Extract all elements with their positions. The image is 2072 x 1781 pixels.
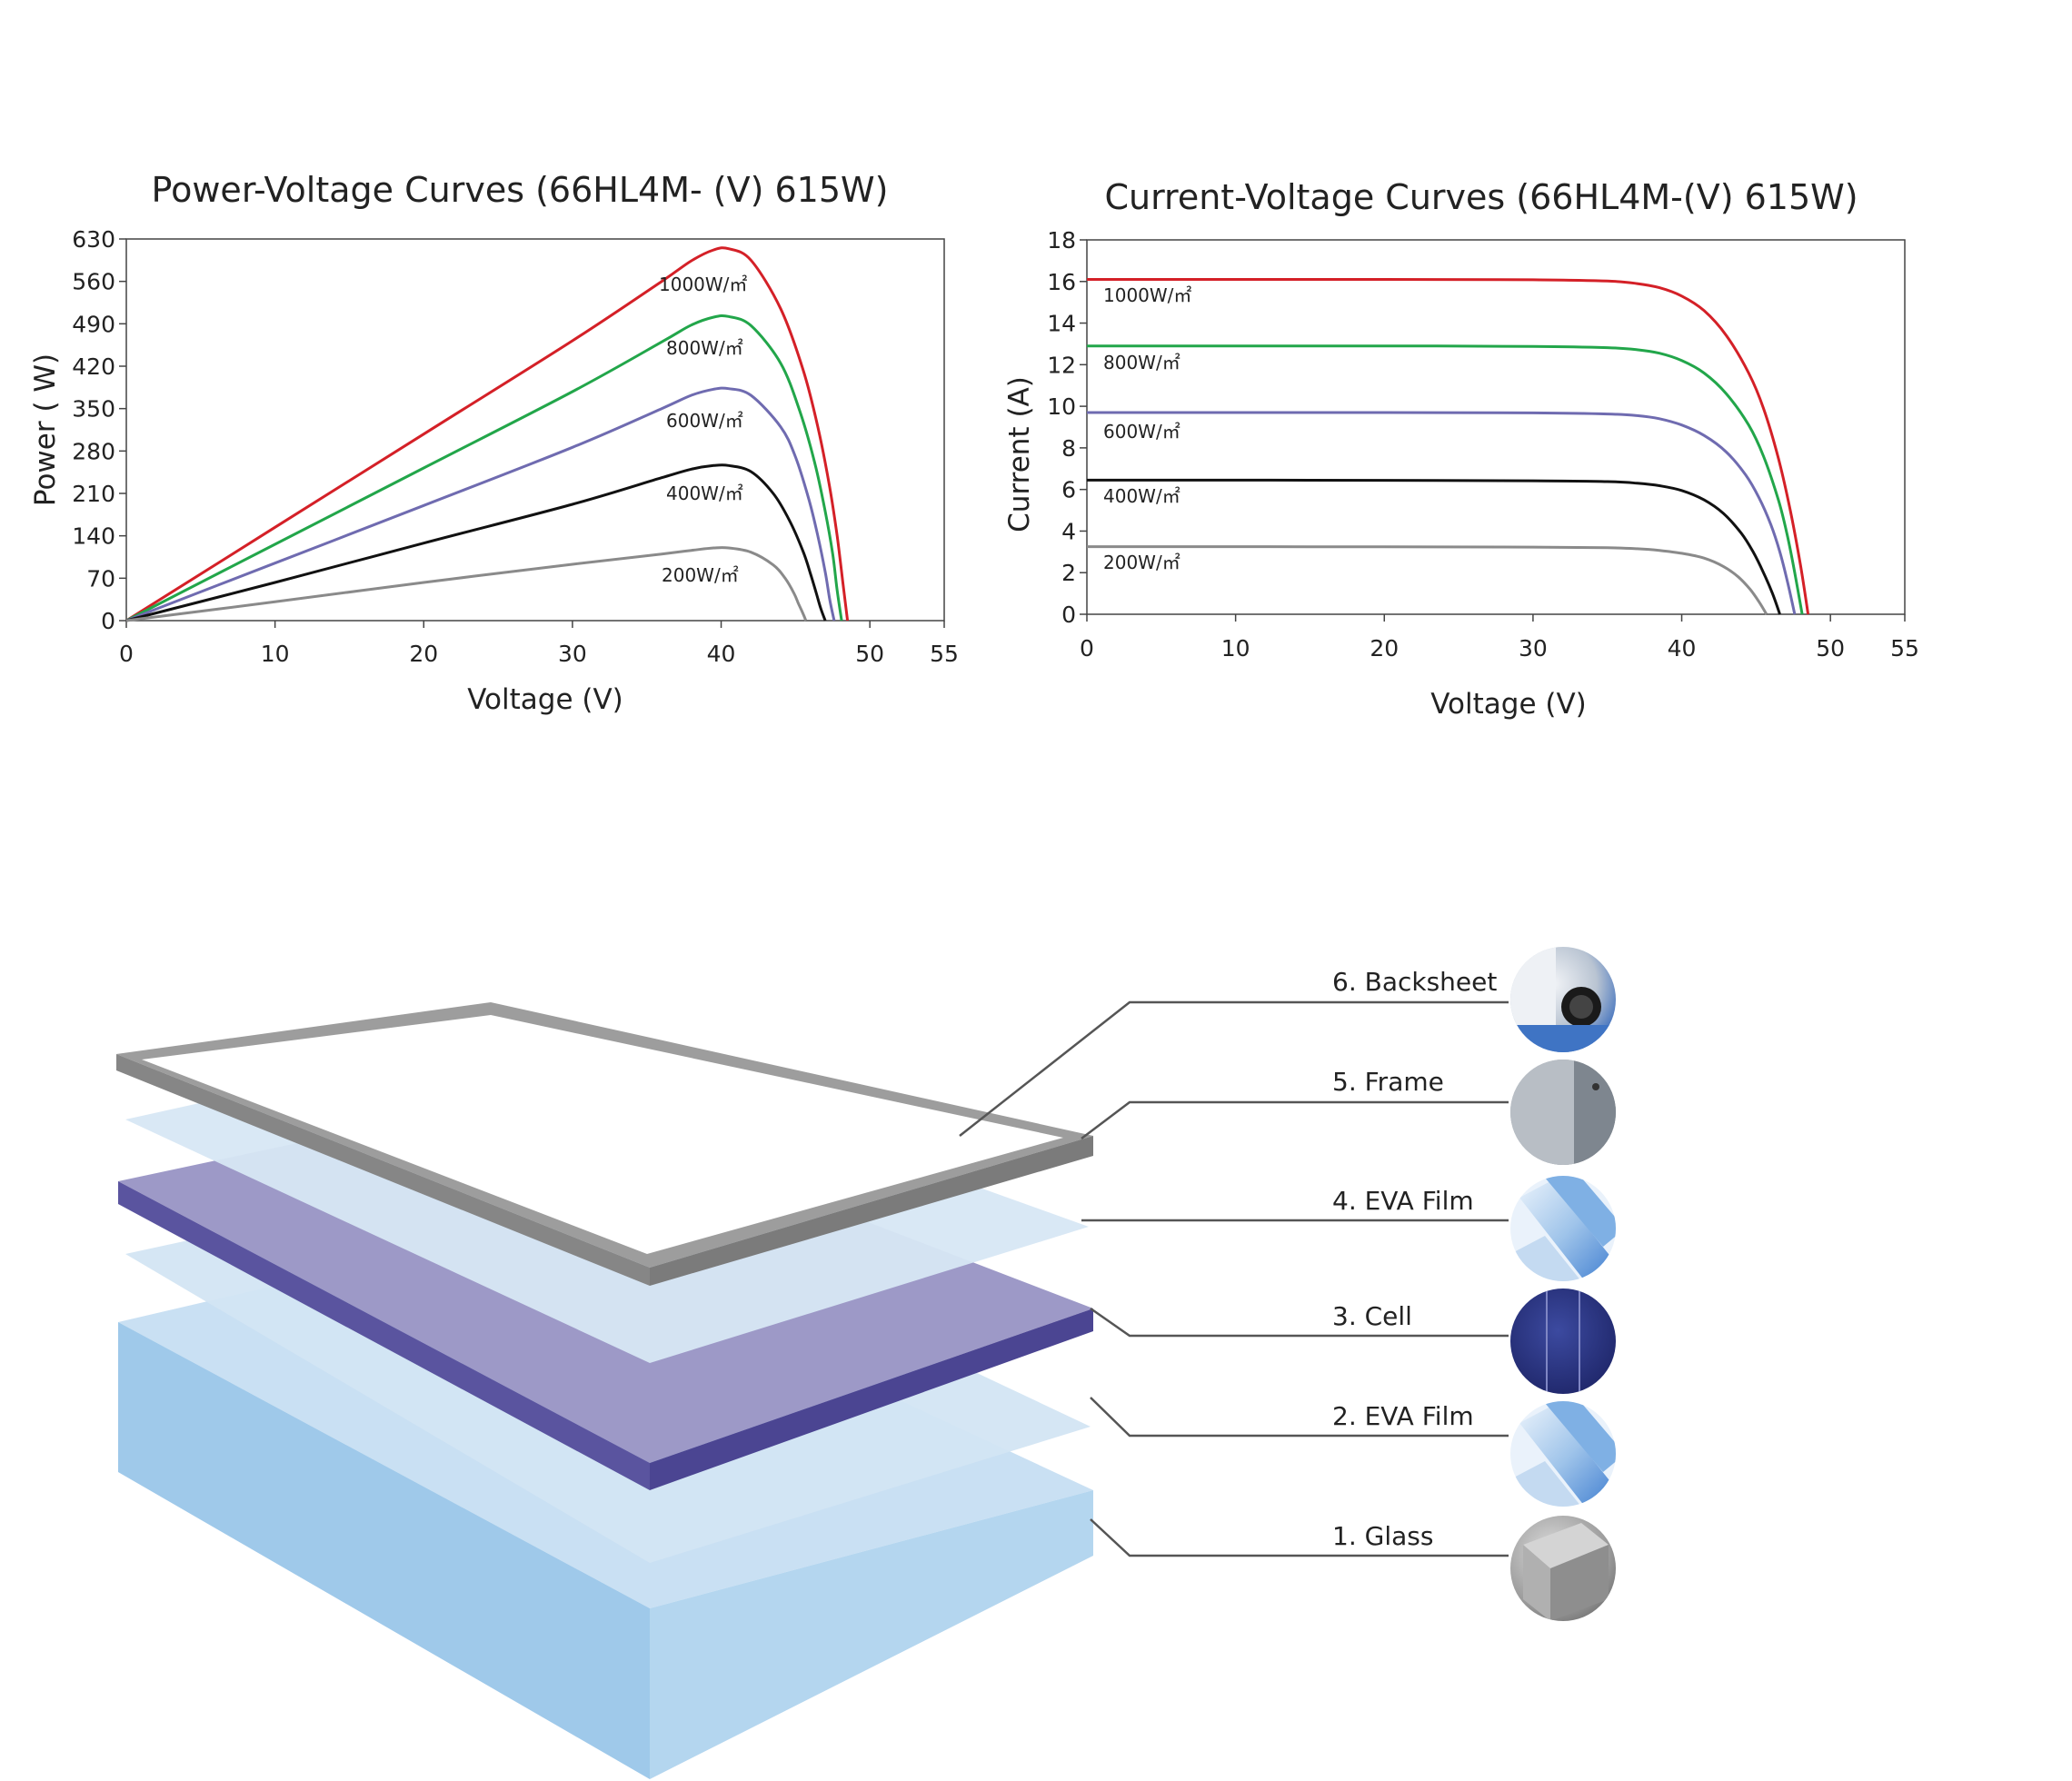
iv-curve-labels: 1000W/㎡ 800W/㎡ 600W/㎡ 400W/㎡ 200W/㎡ [1103, 284, 1191, 573]
iv-series-label: 400W/㎡ [1103, 485, 1180, 507]
pv-series-line [125, 463, 827, 622]
iv-series-label: 600W/㎡ [1103, 421, 1180, 443]
iv-x-tick-label: 20 [1370, 635, 1399, 662]
pv-series-line [125, 313, 843, 622]
iv-x-tick-label: 0 [1080, 635, 1094, 662]
glass-icon [1510, 1516, 1616, 1621]
pv-x-tick-label: 55 [930, 641, 959, 667]
pv-x-tick-label: 50 [855, 641, 884, 667]
pv-plot-frame [125, 238, 945, 622]
pv-y-tick-label: 630 [72, 226, 115, 253]
backsheet-icon [1510, 947, 1616, 1052]
pv-x-axis-label: Voltage (V) [467, 683, 623, 716]
exploded-panel-diagram [116, 1000, 1509, 1779]
pv-y-tick-label: 140 [72, 523, 115, 550]
layer-labels: 6. Backsheet 5. Frame 4. EVA Film 3. Cel… [1332, 967, 1497, 1551]
layer-label-eva-film-upper: 4. EVA Film [1332, 1186, 1474, 1216]
pv-x-tick-label: 0 [119, 641, 134, 667]
pv-curves [125, 246, 850, 622]
iv-plot-frame [1086, 239, 1906, 615]
iv-series-label: 800W/㎡ [1103, 352, 1180, 373]
iv-series-line [1086, 344, 1804, 615]
pv-curve-labels: 1000W/㎡ 800W/㎡ 600W/㎡ 400W/㎡ 200W/㎡ [659, 274, 747, 586]
pv-x-ticks: 0 10 20 30 40 50 55 [119, 621, 959, 667]
pv-series-label: 200W/㎡ [662, 564, 739, 586]
pv-series-label: 400W/㎡ [666, 483, 743, 504]
pv-series-line [125, 246, 850, 622]
iv-x-tick-label: 40 [1668, 635, 1697, 662]
iv-series-line [1086, 545, 1768, 615]
pv-y-tick-label: 280 [72, 438, 115, 464]
iv-x-ticks: 0 10 20 30 40 50 55 [1080, 614, 1919, 662]
iv-y-tick-label: 14 [1047, 311, 1076, 337]
pv-y-tick-label: 70 [86, 565, 115, 592]
layer-label-frame: 5. Frame [1332, 1067, 1444, 1097]
pv-series-label: 600W/㎡ [666, 410, 743, 432]
pv-x-tick-label: 30 [558, 641, 587, 667]
cell-icon [1510, 1288, 1616, 1394]
pv-x-tick-label: 20 [409, 641, 438, 667]
pv-y-tick-label: 560 [72, 269, 115, 295]
layer-label-eva-film-lower: 2. EVA Film [1332, 1401, 1474, 1431]
iv-y-tick-label: 8 [1061, 435, 1076, 462]
iv-series-label: 1000W/㎡ [1103, 284, 1191, 306]
iv-x-tick-label: 10 [1221, 635, 1250, 662]
pv-series-label: 1000W/㎡ [659, 274, 747, 295]
pv-series-line [125, 386, 836, 622]
power-voltage-chart: Power-Voltage Curves (66HL4M- (V) 615W) … [29, 170, 959, 716]
iv-y-tick-label: 6 [1061, 477, 1076, 503]
iv-series-line [1086, 478, 1781, 615]
pv-y-tick-label: 490 [72, 311, 115, 337]
layer-label-backsheet: 6. Backsheet [1332, 967, 1497, 997]
pv-y-tick-label: 420 [72, 353, 115, 380]
iv-x-tick-label: 30 [1519, 635, 1548, 662]
frame-layer [116, 1002, 1093, 1286]
iv-y-tick-label: 12 [1047, 352, 1076, 378]
iv-y-tick-label: 18 [1047, 227, 1076, 254]
iv-y-tick-label: 16 [1047, 269, 1076, 295]
iv-x-tick-label: 50 [1816, 635, 1845, 662]
iv-y-tick-label: 2 [1061, 560, 1076, 586]
eva-film-icon [1510, 1401, 1616, 1507]
frame-icon [1510, 1060, 1616, 1165]
pv-y-axis-label: Power ( W) [29, 353, 62, 506]
iv-series-line [1086, 277, 1810, 615]
pv-chart-title: Power-Voltage Curves (66HL4M- (V) 615W) [152, 170, 889, 210]
layer-label-glass: 1. Glass [1332, 1521, 1433, 1551]
pv-series-line [125, 546, 808, 622]
pv-y-tick-label: 350 [72, 396, 115, 423]
iv-curves [1086, 277, 1810, 615]
iv-y-tick-label: 4 [1061, 518, 1076, 544]
iv-series-label: 200W/㎡ [1103, 552, 1180, 573]
pv-x-tick-label: 10 [261, 641, 290, 667]
pv-y-tick-label: 210 [72, 481, 115, 507]
current-voltage-chart: Current-Voltage Curves (66HL4M-(V) 615W)… [1003, 177, 1919, 721]
pv-series-label: 800W/㎡ [666, 337, 743, 359]
iv-x-axis-label: Voltage (V) [1430, 688, 1587, 721]
iv-y-axis-label: Current (A) [1003, 376, 1036, 532]
iv-chart-title: Current-Voltage Curves (66HL4M-(V) 615W) [1104, 177, 1858, 217]
iv-series-line [1086, 411, 1797, 615]
iv-y-tick-label: 0 [1061, 602, 1076, 628]
pv-y-ticks: 0 70 140 210 280 350 420 490 560 630 [72, 226, 126, 634]
iv-y-tick-label: 10 [1047, 393, 1076, 420]
pv-x-tick-label: 40 [707, 641, 736, 667]
pv-y-tick-label: 0 [101, 608, 115, 634]
iv-y-ticks: 0 2 4 6 8 10 12 14 16 18 [1047, 227, 1087, 628]
leader-lines [959, 1000, 1509, 1557]
eva-film-icon [1510, 1176, 1616, 1281]
layer-label-cell: 3. Cell [1332, 1301, 1412, 1331]
iv-x-tick-label: 55 [1890, 635, 1919, 662]
